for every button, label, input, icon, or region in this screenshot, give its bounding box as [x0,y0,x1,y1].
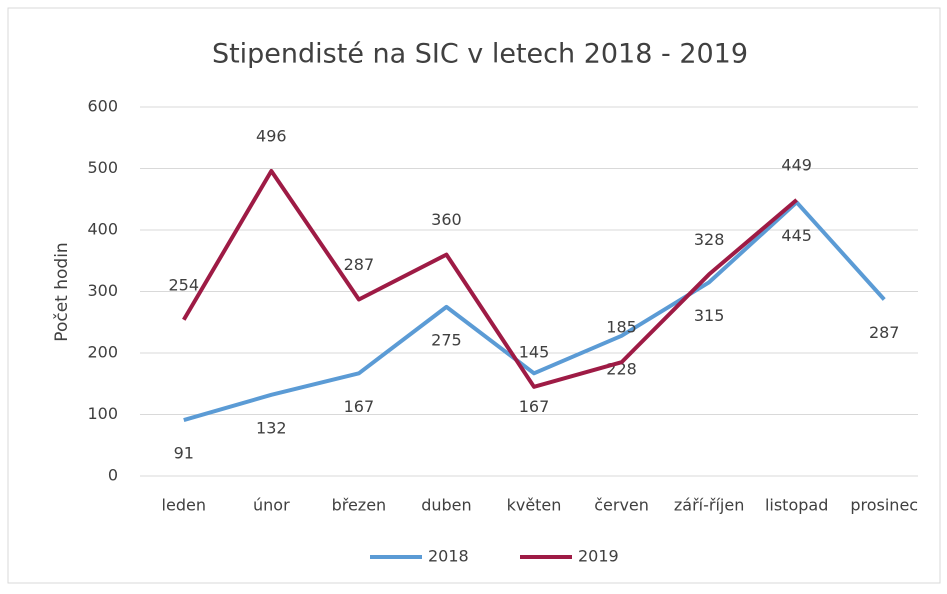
data-label: 449 [781,155,812,174]
x-tick-label: březen [332,496,387,515]
data-label: 145 [519,342,550,361]
data-label: 315 [694,306,725,325]
chart-title: Stipendisté na SIC v letech 2018 - 2019 [212,39,748,70]
y-tick-label: 0 [108,466,118,485]
y-tick-label: 100 [87,404,118,423]
data-label: 287 [869,323,900,342]
data-label: 254 [169,275,200,294]
legend-label: 2018 [428,547,469,566]
series-line [183,200,886,422]
y-tick-label: 500 [87,158,118,177]
legend-label: 2019 [578,547,619,566]
data-label: 275 [431,330,462,349]
x-tick-label: červen [594,496,649,515]
data-label: 185 [606,318,637,337]
x-tick-label: květen [507,496,562,515]
data-label: 287 [344,255,375,274]
data-label: 91 [174,444,194,463]
x-tick-label: duben [421,496,471,515]
data-label: 445 [781,226,812,245]
x-tick-label: září-říjen [674,496,744,515]
y-tick-label: 200 [87,343,118,362]
data-label: 132 [256,418,287,437]
data-label: 167 [519,397,550,416]
data-label: 360 [431,210,462,229]
y-tick-label: 600 [87,97,118,116]
data-label: 496 [256,126,287,145]
x-tick-label: listopad [765,496,828,515]
data-label: 167 [344,397,375,416]
x-tick-label: prosinec [850,496,918,515]
y-axis-label: Počet hodin [52,242,72,341]
x-tick-label: leden [162,496,206,515]
data-label: 328 [694,230,725,249]
series-line [182,168,798,389]
y-tick-label: 400 [87,220,118,239]
x-tick-label: únor [253,496,290,515]
y-tick-label: 300 [87,281,118,300]
